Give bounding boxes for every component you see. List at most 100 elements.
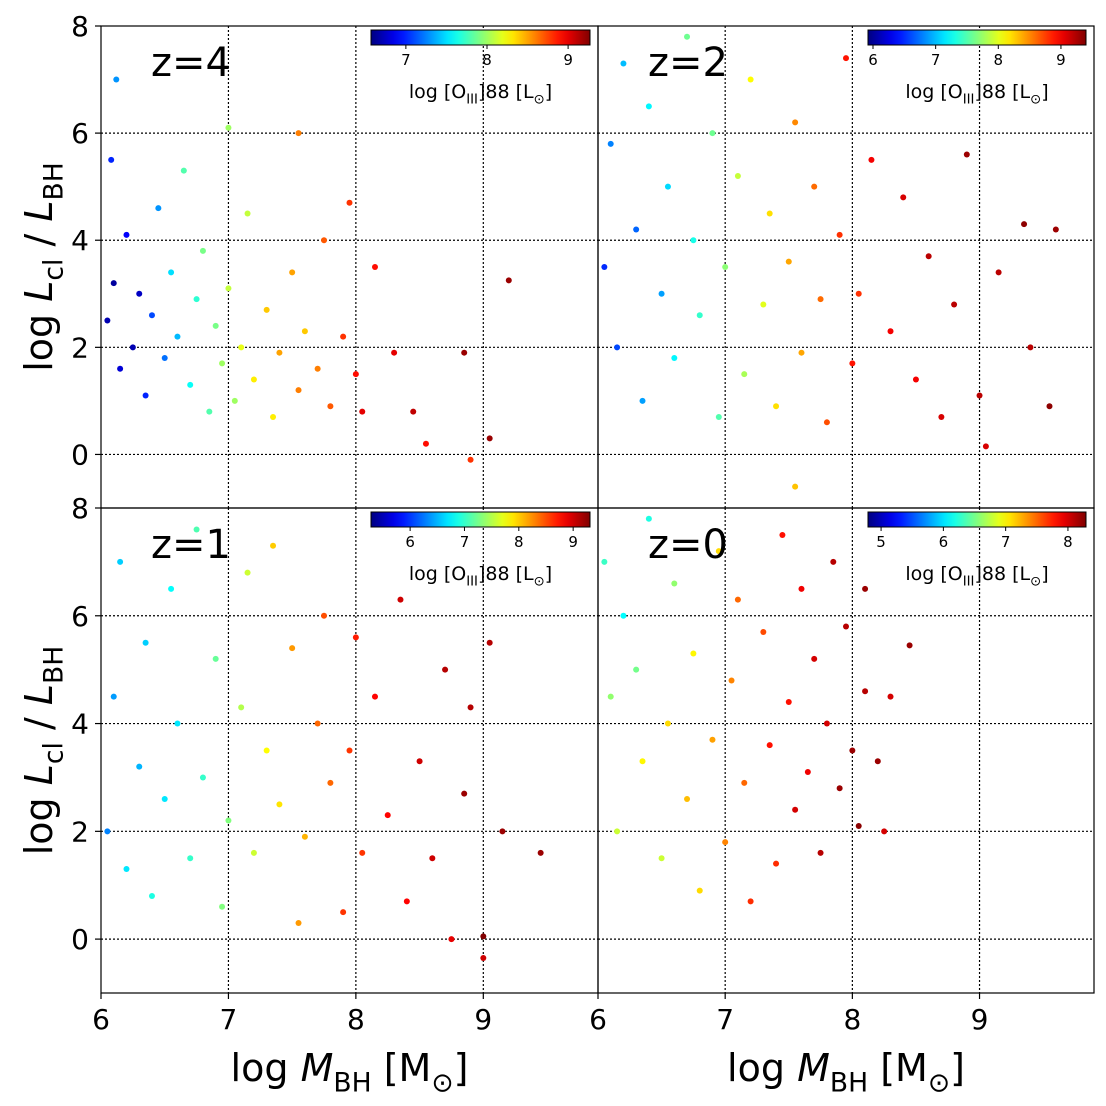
colorbar-label: log [OIII]88 [L⊙] bbox=[409, 81, 552, 107]
point bbox=[161, 796, 168, 802]
point bbox=[136, 290, 143, 297]
point bbox=[843, 623, 849, 630]
point bbox=[352, 634, 359, 641]
colorbar bbox=[867, 29, 1087, 46]
colorbar-tick-label: 7 bbox=[460, 533, 470, 551]
x-tick-label: 7 bbox=[716, 1003, 734, 1036]
label-part: L bbox=[17, 684, 61, 705]
point bbox=[113, 76, 120, 83]
point bbox=[142, 639, 149, 646]
label-part: BH bbox=[39, 646, 70, 684]
point bbox=[862, 688, 869, 695]
y-tick-label: 0 bbox=[71, 923, 89, 956]
point bbox=[180, 167, 187, 174]
point bbox=[174, 720, 181, 727]
x-tick-label: 9 bbox=[971, 1003, 989, 1036]
point bbox=[671, 580, 678, 587]
label-part: ]88 [L bbox=[974, 563, 1030, 585]
point bbox=[250, 849, 257, 856]
point bbox=[760, 301, 767, 308]
label-part: ] bbox=[950, 1046, 965, 1090]
point bbox=[289, 269, 296, 276]
point bbox=[792, 119, 799, 126]
point bbox=[690, 237, 697, 244]
point bbox=[155, 205, 162, 212]
colorbar-label: log [OIII]88 [L⊙] bbox=[409, 563, 552, 589]
point bbox=[614, 344, 621, 351]
point bbox=[346, 747, 353, 754]
point bbox=[862, 585, 869, 592]
label-part: ⊙ bbox=[1030, 574, 1041, 589]
point bbox=[734, 596, 741, 603]
point bbox=[690, 650, 697, 657]
point bbox=[658, 855, 665, 862]
y-tick-label: 0 bbox=[71, 438, 89, 471]
point bbox=[715, 548, 722, 555]
point bbox=[117, 558, 124, 565]
label-part: M bbox=[797, 1046, 830, 1090]
point bbox=[123, 231, 130, 238]
point bbox=[722, 264, 729, 270]
point bbox=[321, 612, 328, 619]
point bbox=[212, 322, 219, 329]
point bbox=[193, 296, 200, 303]
panel bbox=[598, 508, 1094, 993]
point bbox=[340, 909, 347, 916]
point bbox=[734, 172, 741, 179]
label-part: BH bbox=[333, 1068, 371, 1099]
label-part: ] bbox=[454, 1046, 469, 1090]
point bbox=[480, 954, 487, 961]
label-part: log bbox=[17, 785, 61, 855]
point bbox=[238, 704, 245, 711]
point bbox=[696, 312, 703, 319]
point bbox=[601, 264, 608, 270]
point bbox=[639, 758, 646, 765]
label-part: M bbox=[301, 1046, 334, 1090]
colorbar-tick-label: 8 bbox=[482, 51, 492, 69]
point bbox=[912, 376, 919, 383]
point bbox=[830, 558, 837, 565]
point bbox=[620, 60, 627, 67]
point bbox=[747, 898, 754, 905]
point bbox=[664, 720, 671, 727]
point bbox=[168, 585, 175, 592]
point bbox=[244, 210, 251, 217]
point bbox=[766, 210, 773, 217]
point bbox=[174, 333, 181, 340]
point bbox=[505, 277, 512, 284]
x-axis-label: log MBH [M⊙] bbox=[727, 1046, 965, 1099]
colorbar bbox=[370, 511, 591, 528]
y-tick-label: 2 bbox=[71, 815, 89, 848]
point bbox=[225, 817, 232, 824]
colorbar-tick-label: 9 bbox=[568, 533, 578, 551]
point bbox=[773, 860, 780, 867]
point bbox=[238, 344, 245, 351]
point bbox=[148, 893, 155, 899]
point bbox=[747, 76, 754, 83]
point bbox=[1052, 226, 1059, 233]
point bbox=[301, 833, 308, 840]
point bbox=[887, 693, 894, 700]
point bbox=[1027, 344, 1034, 351]
point bbox=[614, 828, 621, 835]
point bbox=[276, 349, 283, 356]
point bbox=[199, 247, 206, 254]
point bbox=[225, 285, 232, 292]
point bbox=[836, 231, 843, 238]
label-part: ⊙ bbox=[1030, 92, 1041, 107]
label-part: ] bbox=[1041, 81, 1048, 103]
point bbox=[633, 226, 640, 233]
point bbox=[843, 55, 849, 62]
point bbox=[684, 796, 691, 802]
y-tick-label: 4 bbox=[71, 708, 89, 741]
point bbox=[817, 296, 824, 303]
point bbox=[422, 440, 429, 447]
label-part: ]88 [L bbox=[974, 81, 1030, 103]
point bbox=[276, 801, 283, 808]
colorbar-tick-label: 9 bbox=[1056, 51, 1066, 69]
point bbox=[295, 130, 302, 137]
colorbar-label: log [OIII]88 [L⊙] bbox=[905, 563, 1048, 589]
point bbox=[499, 828, 506, 835]
label-part: log bbox=[17, 302, 61, 372]
